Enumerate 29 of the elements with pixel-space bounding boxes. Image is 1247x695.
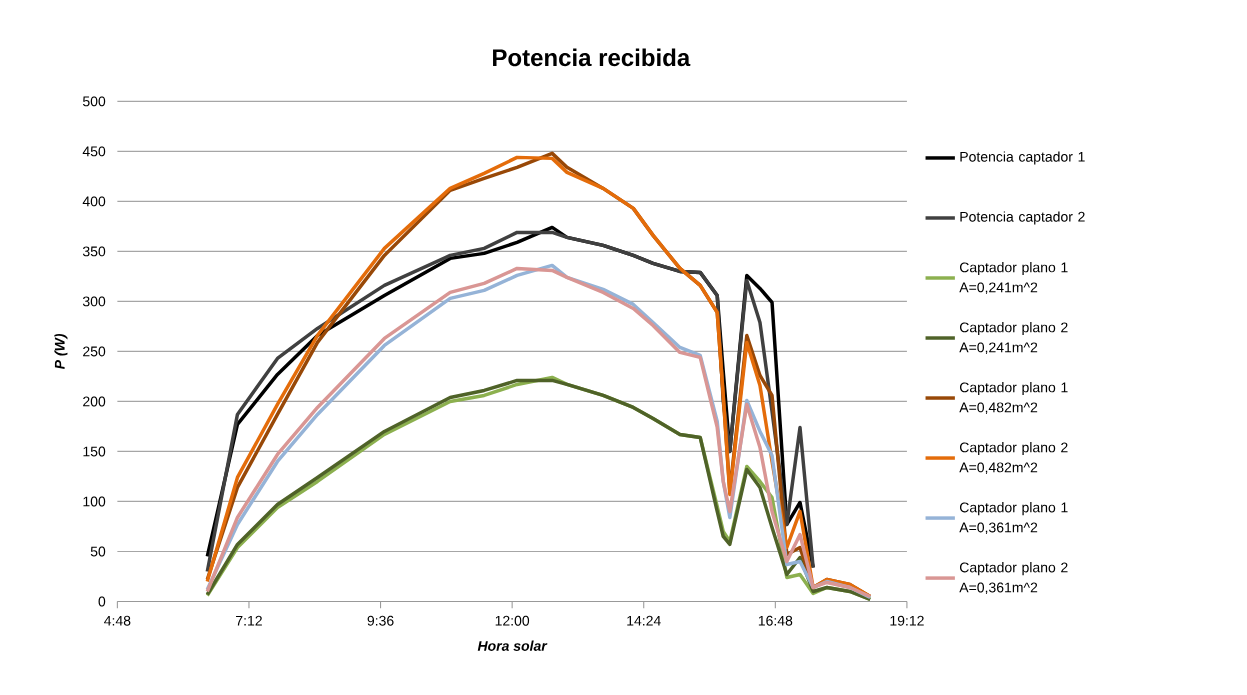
- legend-label: Captador plano 1 A=0,482m^2: [959, 382, 1068, 415]
- legend-label: Captador plano 1 A=0,361m^2: [959, 502, 1068, 535]
- y-tick-label: 200: [83, 396, 106, 407]
- y-tick-label: 0: [98, 596, 106, 607]
- legend-label: Potencia captador 1: [960, 151, 1085, 165]
- y-tick-label: 400: [82, 196, 106, 207]
- legend-label: Captador plano 1 A=0,241m^2: [959, 262, 1068, 295]
- x-tick-label: 19:12: [890, 615, 924, 626]
- x-tick-label: 14:24: [627, 615, 661, 626]
- legend-label: Captador plano 2 A=0,241m^2: [959, 322, 1068, 355]
- x-tick-label: 9:36: [367, 615, 394, 626]
- y-tick-label: 150: [83, 446, 106, 457]
- y-tick-label: 100: [83, 496, 106, 507]
- y-tick-label: 500: [82, 96, 106, 107]
- y-tick-label: 300: [82, 296, 106, 307]
- y-tick-label: 50: [90, 546, 106, 557]
- x-tick-label: 16:48: [758, 615, 793, 626]
- y-tick-label: 450: [82, 146, 106, 157]
- legend-label: Captador plano 2 A=0,482m^2: [959, 442, 1068, 475]
- x-tick-label: 7:12: [236, 615, 262, 626]
- y-tick-label: 250: [83, 346, 106, 357]
- x-tick-label: 4:48: [104, 615, 131, 626]
- y-tick-label: 350: [82, 246, 106, 257]
- y-axis-title: P (W): [54, 334, 68, 370]
- x-tick-label: 12:00: [495, 615, 530, 626]
- x-axis-title: Hora solar: [477, 640, 548, 651]
- legend-label: Captador plano 2 A=0,361m^2: [959, 562, 1068, 595]
- chart-title: Potencia recibida: [493, 48, 691, 67]
- legend-label: Potencia captador 2: [960, 211, 1085, 225]
